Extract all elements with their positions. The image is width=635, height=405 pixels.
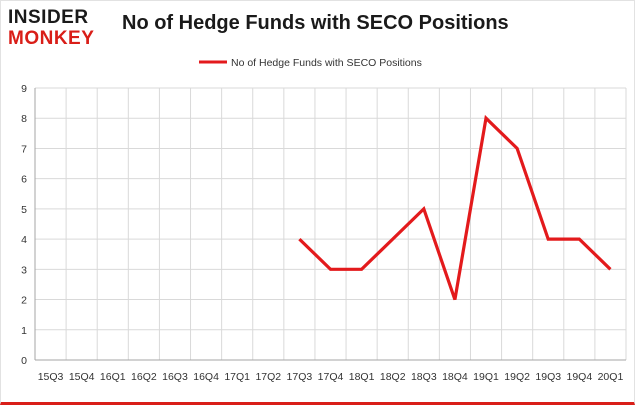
x-tick-label: 20Q1 (598, 371, 624, 383)
legend-label: No of Hedge Funds with SECO Positions (231, 57, 422, 69)
y-tick-label: 6 (21, 174, 27, 186)
x-tick-label: 19Q3 (535, 371, 561, 383)
x-tick-label: 17Q3 (287, 371, 313, 383)
x-tick-labels: 15Q3 15Q4 16Q1 16Q2 16Q3 16Q4 17Q1 17Q2 17Q3 17Q4… (38, 371, 624, 383)
series-line (298, 114, 612, 301)
x-tick-label: 17Q2 (255, 371, 281, 383)
y-tick-label: 9 (21, 83, 27, 95)
x-tick-label: 16Q1 (100, 371, 126, 383)
y-tick-label: 1 (21, 325, 27, 337)
x-tick-label: 15Q3 (38, 371, 64, 383)
y-tick-label: 8 (21, 113, 27, 125)
x-tick-label: 16Q2 (131, 371, 157, 383)
x-tick-label: 16Q4 (193, 371, 219, 383)
x-tick-label: 15Q4 (69, 371, 95, 383)
y-tick-label: 5 (21, 204, 27, 216)
y-tick-label: 2 (21, 295, 27, 307)
chart-title: No of Hedge Funds with SECO Positions (122, 12, 509, 34)
y-tick-labels: 0 1 2 3 4 5 6 7 8 9 (21, 83, 27, 367)
x-tick-label: 18Q3 (411, 371, 437, 383)
x-tick-label: 18Q2 (380, 371, 406, 383)
x-tick-label: 18Q1 (349, 371, 375, 383)
series-lines (298, 114, 612, 301)
axes (34, 88, 626, 361)
x-tick-label: 18Q4 (442, 371, 468, 383)
x-tick-label: 16Q3 (162, 371, 188, 383)
grid-lines (35, 87, 627, 360)
y-tick-label: 7 (21, 143, 27, 155)
logo-bottom-text: MONKEY (8, 28, 95, 49)
logo-top-text: INSIDER (8, 7, 89, 28)
y-tick-label: 0 (21, 355, 27, 367)
x-tick-label: 17Q4 (318, 371, 344, 383)
insider-monkey-logo: INSIDER MONKEY (8, 8, 116, 50)
x-tick-label: 19Q1 (473, 371, 499, 383)
y-tick-label: 3 (21, 264, 27, 276)
x-tick-label: 19Q4 (566, 371, 592, 383)
x-tick-label: 19Q2 (504, 371, 530, 383)
y-tick-label: 4 (21, 234, 27, 246)
legend: No of Hedge Funds with SECO Positions (199, 57, 422, 69)
x-tick-label: 17Q1 (224, 371, 250, 383)
